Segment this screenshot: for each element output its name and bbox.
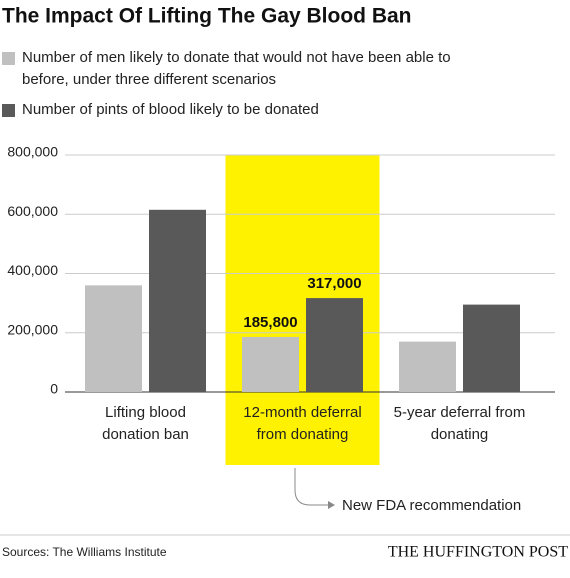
bar bbox=[463, 304, 520, 392]
bar bbox=[306, 298, 363, 392]
legend-swatch bbox=[2, 52, 15, 65]
legend-label: Number of men likely to donate that woul… bbox=[22, 49, 451, 88]
x-tick-label: Lifting blood donation ban bbox=[102, 404, 189, 443]
bar bbox=[149, 209, 206, 392]
annotation-arrow bbox=[294, 468, 330, 506]
chart-title: The Impact Of Lifting The Gay Blood Ban bbox=[2, 5, 412, 28]
value-label: 185,800 bbox=[243, 314, 297, 331]
y-tick-label: 200,000 bbox=[7, 321, 58, 337]
source: Sources: The Williams Institute bbox=[2, 545, 167, 559]
y-tick-label: 600,000 bbox=[7, 203, 58, 219]
y-tick-label: 800,000 bbox=[7, 144, 58, 160]
y-tick-label: 400,000 bbox=[7, 262, 58, 278]
x-tick-label: 12-month deferral from donating bbox=[243, 404, 362, 443]
x-tick-label: 5-year deferral from donating bbox=[393, 404, 526, 443]
value-label: 317,000 bbox=[307, 275, 361, 292]
y-tick-label: 0 bbox=[50, 381, 58, 397]
bar bbox=[85, 285, 142, 392]
annotation: New FDA recommendation bbox=[342, 497, 521, 514]
arrow-head bbox=[328, 501, 335, 509]
publisher: THE HUFFINGTON POST bbox=[388, 544, 568, 561]
legend-label: Number of pints of blood likely to be do… bbox=[22, 101, 319, 118]
legend-swatch bbox=[2, 104, 15, 117]
bar bbox=[399, 341, 456, 392]
bar bbox=[242, 336, 299, 392]
